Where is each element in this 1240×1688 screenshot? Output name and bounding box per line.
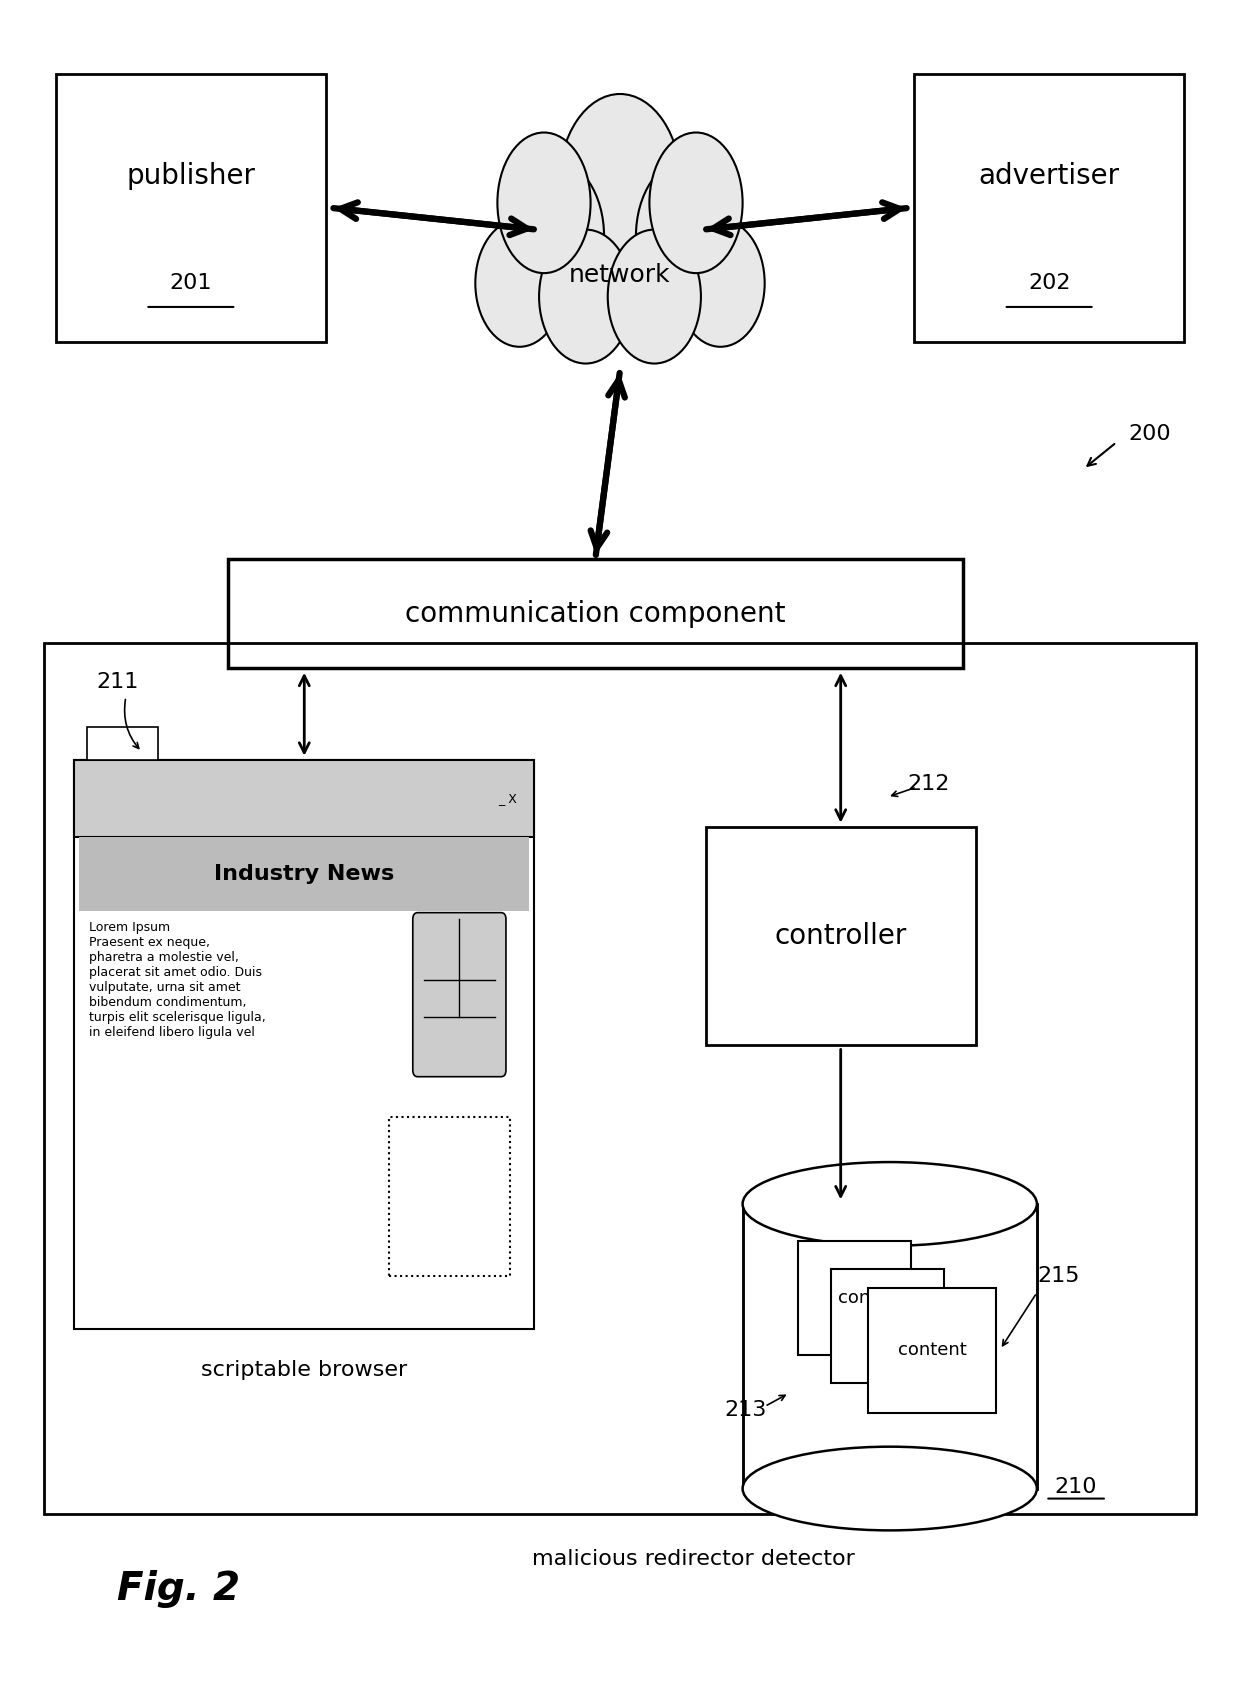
Ellipse shape bbox=[559, 95, 681, 279]
Text: 211: 211 bbox=[97, 672, 139, 692]
FancyBboxPatch shape bbox=[797, 1241, 910, 1354]
Text: con: con bbox=[838, 1288, 870, 1307]
FancyBboxPatch shape bbox=[56, 74, 326, 341]
Ellipse shape bbox=[636, 159, 739, 314]
Text: 200: 200 bbox=[1128, 424, 1172, 444]
FancyBboxPatch shape bbox=[868, 1288, 997, 1413]
Text: Fig. 2: Fig. 2 bbox=[117, 1570, 241, 1609]
FancyBboxPatch shape bbox=[914, 74, 1184, 341]
FancyBboxPatch shape bbox=[389, 1117, 510, 1276]
Text: Industry News: Industry News bbox=[215, 864, 394, 885]
FancyBboxPatch shape bbox=[74, 760, 534, 837]
Text: malicious redirector detector: malicious redirector detector bbox=[532, 1550, 856, 1568]
FancyBboxPatch shape bbox=[74, 760, 534, 1330]
FancyBboxPatch shape bbox=[413, 913, 506, 1077]
Ellipse shape bbox=[497, 132, 590, 273]
Ellipse shape bbox=[743, 1161, 1037, 1246]
FancyBboxPatch shape bbox=[831, 1269, 944, 1382]
Ellipse shape bbox=[743, 1447, 1037, 1531]
FancyBboxPatch shape bbox=[706, 827, 976, 1045]
Text: 212: 212 bbox=[908, 773, 950, 793]
Text: 215: 215 bbox=[1038, 1266, 1080, 1286]
Text: advertiser: advertiser bbox=[978, 162, 1120, 189]
Text: scriptable browser: scriptable browser bbox=[201, 1359, 408, 1379]
Text: publisher: publisher bbox=[126, 162, 255, 189]
Bar bbox=[743, 1204, 1037, 1489]
Text: 202: 202 bbox=[1028, 273, 1070, 292]
FancyBboxPatch shape bbox=[87, 728, 157, 760]
Text: 201: 201 bbox=[170, 273, 212, 292]
Ellipse shape bbox=[650, 132, 743, 273]
Text: content: content bbox=[898, 1342, 966, 1359]
Text: communication component: communication component bbox=[405, 599, 786, 628]
Ellipse shape bbox=[501, 159, 604, 314]
Ellipse shape bbox=[676, 219, 765, 346]
Text: _ X: _ X bbox=[497, 792, 517, 805]
FancyBboxPatch shape bbox=[228, 559, 963, 668]
Text: 210: 210 bbox=[1055, 1477, 1097, 1497]
Ellipse shape bbox=[539, 230, 632, 363]
Ellipse shape bbox=[608, 230, 701, 363]
Text: 213: 213 bbox=[724, 1399, 766, 1420]
Text: network: network bbox=[569, 263, 671, 287]
Ellipse shape bbox=[475, 219, 564, 346]
Text: controller: controller bbox=[775, 922, 906, 950]
Text: Lorem Ipsum
Praesent ex neque,
pharetra a molestie vel,
placerat sit amet odio. : Lorem Ipsum Praesent ex neque, pharetra … bbox=[89, 922, 265, 1040]
FancyBboxPatch shape bbox=[79, 837, 529, 912]
